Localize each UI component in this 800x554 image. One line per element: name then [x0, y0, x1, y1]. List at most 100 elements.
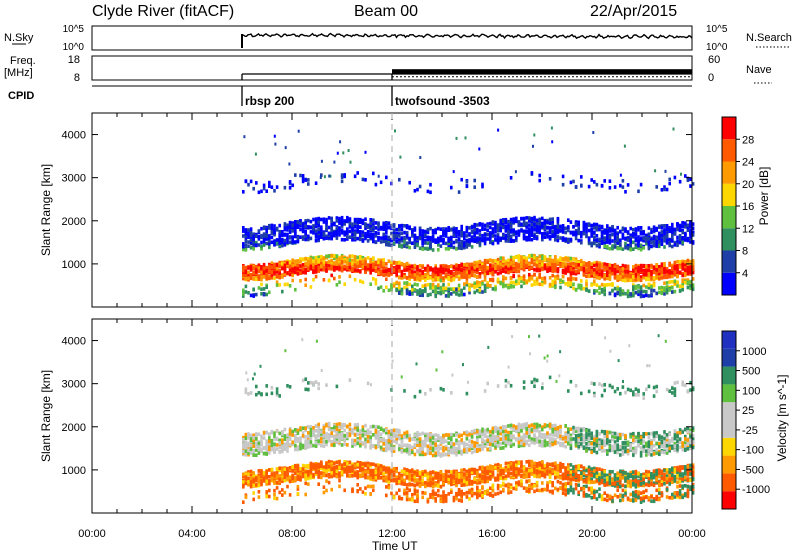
scatter-cell — [673, 270, 677, 274]
scatter-cell — [460, 240, 463, 244]
scatter-cell — [496, 266, 500, 271]
scatter-cell — [418, 273, 422, 277]
scatter-cell — [338, 229, 341, 234]
scatter-cell — [554, 275, 557, 279]
scatter-cell — [686, 228, 690, 232]
scatter-cell — [281, 243, 284, 248]
scatter-cell — [452, 265, 456, 269]
scatter-cell — [668, 237, 671, 242]
scatter-cell — [512, 232, 515, 237]
scatter-cell — [629, 243, 632, 248]
scatter-cell — [668, 269, 671, 273]
scatter-cell — [418, 246, 422, 251]
scatter-cell — [257, 475, 261, 480]
scatter-cell — [522, 277, 526, 281]
scatter-cell — [291, 440, 294, 445]
scatter-cell — [582, 224, 586, 228]
scatter-cell — [551, 220, 554, 225]
scatter-cell — [686, 225, 690, 230]
scatter-cell — [619, 290, 622, 294]
scatter-cell — [265, 234, 268, 238]
scatter-cell — [522, 230, 526, 235]
scatter-cell — [543, 223, 547, 227]
scatter-cell — [502, 259, 505, 263]
scatter-cell — [366, 225, 370, 229]
scatter-cell — [312, 266, 315, 271]
scatter-cell — [463, 234, 466, 238]
scatter-cell — [281, 233, 284, 237]
scatter-cell — [403, 285, 406, 290]
scatter-cell — [291, 229, 294, 233]
scatter-cell — [567, 262, 570, 267]
scatter-cell — [626, 294, 630, 299]
scatter-cell — [416, 276, 419, 281]
scatter-cell — [608, 186, 612, 190]
scatter-cell — [301, 237, 305, 241]
scatter-cell — [551, 267, 554, 272]
scatter-cell — [268, 494, 271, 499]
scatter-cell — [359, 263, 362, 267]
scatter-cell — [372, 171, 375, 176]
scatter-cell — [611, 283, 614, 287]
scatter-cell — [390, 238, 393, 243]
scatter-cell — [450, 292, 453, 296]
scatter-cell — [684, 262, 687, 267]
scatter-cell — [619, 238, 622, 242]
scatter-cell — [348, 218, 352, 222]
scatter-cell — [317, 220, 320, 224]
power-cells — [242, 126, 695, 299]
scatter-cell — [546, 257, 549, 262]
scatter-cell — [320, 261, 323, 266]
scatter-cell — [577, 266, 580, 270]
scatter-cell — [551, 265, 554, 269]
scatter-cell — [655, 242, 658, 246]
scatter-cell — [359, 220, 362, 224]
scatter-cell — [288, 476, 292, 480]
scatter-cell — [270, 391, 274, 396]
scatter-cell — [361, 177, 365, 182]
scatter-cell — [476, 282, 479, 287]
scatter-cell — [275, 270, 279, 274]
scatter-cell — [478, 237, 482, 241]
scatter-cell — [444, 247, 448, 251]
scatter-cell — [491, 220, 495, 224]
scatter-cell — [351, 254, 354, 258]
scatter-cell — [608, 269, 612, 274]
scatter-cell — [580, 183, 583, 188]
scatter-cell — [247, 444, 250, 448]
scatter-cell — [538, 261, 541, 266]
scatter-cell — [483, 241, 487, 246]
scatter-cell — [291, 479, 294, 483]
scatter-cell — [385, 231, 388, 235]
scatter-cell — [554, 238, 557, 242]
scatter-cell — [416, 265, 419, 269]
scatter-cell — [437, 242, 440, 247]
scatter-cell — [317, 223, 320, 228]
scatter-cell — [319, 176, 322, 179]
scatter-cell — [356, 236, 359, 241]
scatter-cell — [336, 151, 339, 155]
scatter-cell — [447, 245, 450, 249]
scatter-cell — [642, 238, 645, 243]
cpid-marks: rbsp 200 twofsound -3503 — [241, 86, 490, 108]
scatter-cell — [325, 268, 328, 272]
scatter-cell — [283, 233, 287, 237]
scatter-cell — [660, 291, 664, 296]
scatter-cell — [533, 279, 536, 284]
scatter-cell — [455, 292, 458, 296]
scatter-cell — [307, 472, 310, 477]
scatter-cell — [242, 437, 245, 442]
scatter-cell — [639, 243, 643, 248]
scatter-cell — [275, 481, 279, 485]
scatter-cell — [504, 265, 508, 270]
scatter-cell — [672, 127, 675, 131]
scatter-cell — [577, 261, 580, 265]
scatter-cell — [281, 440, 284, 445]
scatter-cell — [340, 218, 344, 222]
scatter-cell — [265, 241, 268, 246]
scatter-cell — [444, 241, 448, 246]
scatter-cell — [442, 286, 445, 291]
scatter-cell — [418, 277, 422, 281]
scatter-cell — [572, 225, 575, 229]
scatter-cell — [340, 261, 344, 265]
